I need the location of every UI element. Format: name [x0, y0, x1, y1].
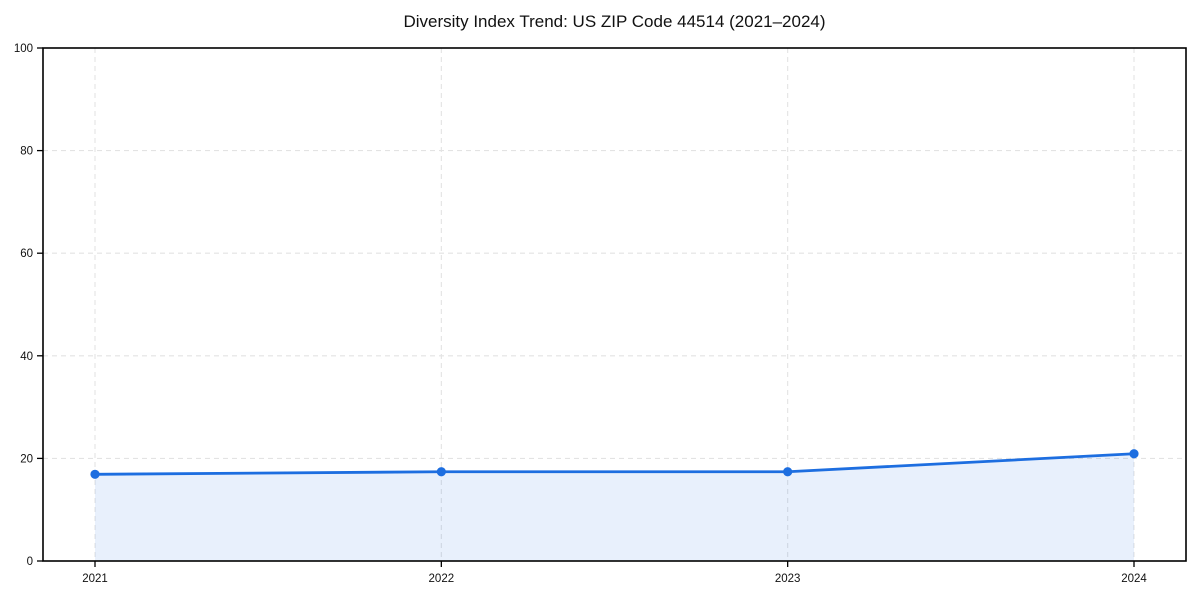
- data-point: [1129, 449, 1139, 459]
- y-tick-label: 20: [20, 453, 33, 465]
- data-point: [436, 467, 446, 477]
- x-tick-label: 2021: [82, 573, 108, 585]
- data-point: [783, 467, 793, 477]
- y-tick-label: 0: [27, 556, 33, 568]
- series-area-fill: [95, 453, 1134, 561]
- series-line: [93, 452, 1136, 476]
- y-tick-label: 80: [20, 146, 33, 158]
- x-tick-label: 2023: [775, 573, 801, 585]
- x-tick-label: 2024: [1121, 573, 1147, 585]
- plot-frame: [42, 47, 1187, 562]
- y-tick-label: 40: [20, 351, 33, 363]
- y-tick-label: 60: [20, 248, 33, 260]
- data-point: [90, 469, 100, 479]
- x-tick-label: 2022: [429, 573, 455, 585]
- chart-title: Diversity Index Trend: US ZIP Code 44514…: [403, 12, 826, 31]
- y-tick-label: 100: [14, 43, 33, 55]
